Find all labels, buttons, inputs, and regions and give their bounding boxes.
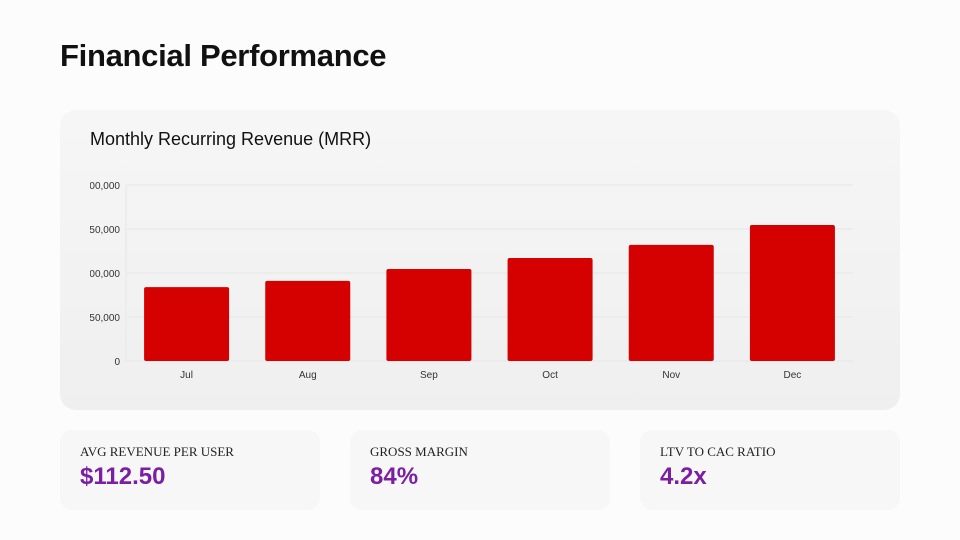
chart-title: Monthly Recurring Revenue (MRR) (90, 129, 372, 149)
bar-sep (386, 269, 472, 361)
y-tick-label: 0 (114, 357, 120, 368)
x-tick-label: Dec (784, 370, 802, 381)
metric-card-arpu: AVG REVENUE PER USER $112.50 (60, 430, 320, 510)
metric-label: LTV TO CAC RATIO (660, 444, 776, 459)
bar-nov (628, 244, 714, 361)
bar-oct (507, 258, 593, 361)
mrr-chart-panel: Monthly Recurring Revenue (MRR) 0 50,000 1… (60, 110, 900, 410)
metric-value: 84% (370, 463, 419, 490)
x-tick-label: Sep (420, 370, 438, 381)
metric-card-ltv-cac: LTV TO CAC RATIO 4.2x (640, 430, 900, 510)
y-tick-label: 150,000 (84, 225, 121, 236)
y-tick-label: 200,000 (84, 181, 121, 192)
metric-label: GROSS MARGIN (370, 444, 468, 459)
metric-label: AVG REVENUE PER USER (80, 444, 234, 459)
page-title: Financial Performance (60, 38, 387, 73)
x-tick-label: Aug (299, 370, 317, 381)
x-tick-label: Nov (662, 370, 680, 381)
metric-card-gross-margin: GROSS MARGIN 84% (350, 430, 610, 510)
y-tick-label: 100,000 (84, 269, 121, 280)
metric-value: $112.50 (80, 463, 166, 490)
x-tick-label: Jul (180, 370, 193, 381)
metric-value: 4.2x (660, 463, 707, 490)
y-tick-label: 50,000 (89, 313, 120, 324)
bar-aug (265, 280, 351, 361)
bar-dec (749, 225, 835, 361)
bar-jul (144, 287, 230, 361)
x-tick-label: Oct (542, 370, 558, 381)
mrr-bar-chart: 0 50,000 100,000 150,000 200,000 Jul Aug Sep Oct… (84, 181, 853, 381)
